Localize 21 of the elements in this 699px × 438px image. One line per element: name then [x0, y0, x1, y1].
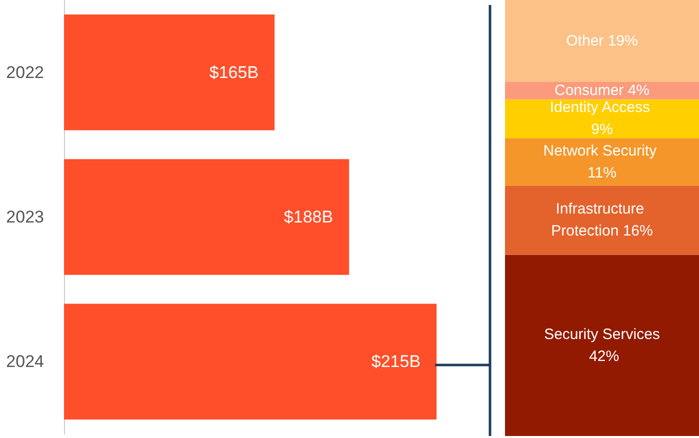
text: Infrastructure Protection 16% — [551, 200, 653, 240]
y-tick-label: 2023 — [6, 208, 44, 226]
data-label: $188B — [284, 208, 334, 226]
data-label: 11% — [588, 164, 616, 182]
bar — [505, 82, 699, 100]
series-label: Network Security — [543, 142, 661, 160]
bar — [505, 186, 699, 255]
y-tick-label: 2024 — [6, 352, 44, 372]
series-label: Security Services — [544, 326, 660, 343]
y-tick-label: 2022 — [6, 62, 44, 82]
bar — [505, 0, 699, 82]
bar — [505, 254, 699, 436]
text: Consumer 4% — [554, 82, 650, 100]
bar — [505, 138, 699, 186]
series-label: Identity Access — [550, 99, 654, 116]
bar — [505, 99, 699, 138]
data-label: $165B — [209, 62, 259, 82]
data-label: 9% — [591, 121, 613, 138]
data-label: 42% — [584, 348, 620, 365]
text: Other 19% — [566, 32, 638, 50]
data-label: $215B — [371, 352, 421, 372]
